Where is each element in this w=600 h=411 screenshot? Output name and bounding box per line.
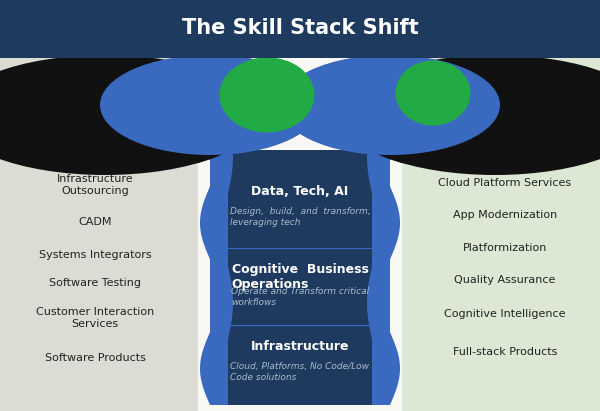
Polygon shape: [0, 0, 600, 58]
Ellipse shape: [280, 55, 500, 155]
Text: The Skill Stack Shift: The Skill Stack Shift: [182, 18, 418, 38]
Polygon shape: [0, 0, 190, 411]
Text: Operate and Transform critical
workflows: Operate and Transform critical workflows: [231, 287, 369, 307]
Text: Quality Assurance: Quality Assurance: [454, 275, 556, 285]
Polygon shape: [402, 405, 600, 411]
Ellipse shape: [0, 55, 260, 175]
Text: Cloud, Platforms, No Code/Low
Code solutions: Cloud, Platforms, No Code/Low Code solut…: [230, 362, 370, 382]
Ellipse shape: [340, 55, 600, 175]
Polygon shape: [0, 0, 190, 411]
Text: Infrastructure
Outsourcing: Infrastructure Outsourcing: [56, 174, 133, 196]
Text: The Skill Stack Shift: The Skill Stack Shift: [182, 18, 418, 38]
Polygon shape: [402, 150, 600, 405]
Text: Cloud Platform Services: Cloud Platform Services: [439, 178, 572, 188]
Ellipse shape: [395, 60, 470, 125]
Polygon shape: [367, 150, 400, 405]
Polygon shape: [200, 150, 233, 405]
Text: Software Products: Software Products: [44, 353, 145, 363]
Polygon shape: [410, 0, 600, 411]
Text: Infrastructure: Infrastructure: [251, 340, 349, 353]
Text: Customer Interaction
Services: Customer Interaction Services: [36, 307, 154, 329]
Polygon shape: [228, 150, 372, 405]
Text: Design,  build,  and  transform,
leveraging tech: Design, build, and transform, leveraging…: [230, 207, 370, 227]
Ellipse shape: [220, 58, 314, 132]
Polygon shape: [0, 405, 198, 411]
Polygon shape: [210, 150, 228, 405]
Ellipse shape: [395, 60, 470, 125]
Ellipse shape: [220, 58, 314, 132]
Polygon shape: [0, 150, 198, 405]
Text: Data, Tech, AI: Data, Tech, AI: [251, 185, 349, 198]
Ellipse shape: [280, 55, 500, 155]
Ellipse shape: [340, 55, 600, 175]
Text: Software Testing: Software Testing: [49, 278, 141, 288]
Text: App Modernization: App Modernization: [453, 210, 557, 220]
Text: Cognitive  Business
Operations: Cognitive Business Operations: [232, 263, 368, 291]
Text: Full-stack Products: Full-stack Products: [453, 347, 557, 357]
Ellipse shape: [100, 55, 320, 155]
Polygon shape: [410, 0, 600, 411]
Polygon shape: [372, 150, 390, 405]
Polygon shape: [190, 0, 410, 411]
Text: Systems Integrators: Systems Integrators: [38, 250, 151, 260]
Ellipse shape: [0, 55, 260, 175]
Text: Cognitive Intelligence: Cognitive Intelligence: [444, 309, 566, 319]
Ellipse shape: [100, 55, 320, 155]
Text: Platformization: Platformization: [463, 243, 547, 253]
Polygon shape: [0, 0, 600, 58]
Text: CADM: CADM: [78, 217, 112, 227]
